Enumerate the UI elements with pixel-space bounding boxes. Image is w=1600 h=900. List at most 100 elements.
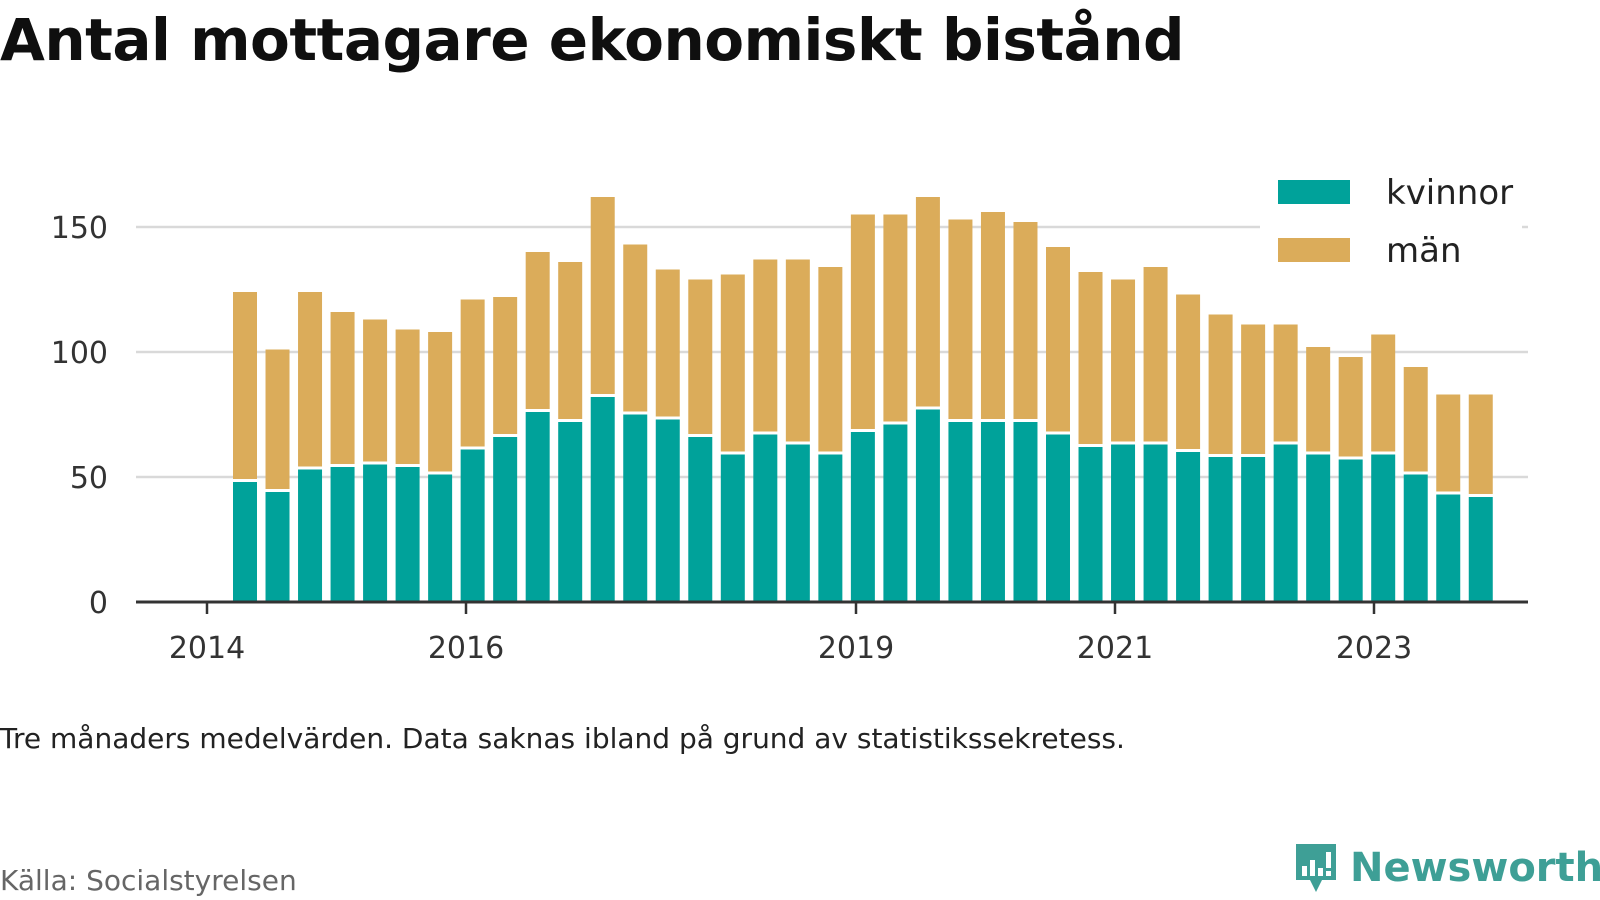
bar-kvinnor [948,422,973,602]
brand-logo: Newsworthy [1292,840,1600,896]
x-tick-label: 2016 [428,631,504,666]
bar-man [1013,222,1038,419]
bar-kvinnor [688,437,713,602]
bar-kvinnor [265,492,290,602]
legend-swatch [1278,180,1350,204]
legend: kvinnor män [1260,170,1522,271]
bar-man [1208,314,1233,454]
bar-man [883,214,908,422]
bar-man [590,197,615,394]
bar-man [493,297,518,434]
bar-kvinnor [1436,494,1461,602]
bar-man [655,269,680,417]
y-tick-label: 150 [51,211,108,246]
bar-kvinnor [980,422,1005,602]
bar-man [915,197,940,407]
bar-kvinnor [428,474,453,602]
bar-kvinnor [330,467,355,602]
bar-man [850,214,875,429]
legend-swatch [1278,238,1350,262]
y-tick-label: 0 [89,586,108,621]
bar-man [1273,324,1298,442]
bar-kvinnor [363,464,388,602]
chart-speech-bubble-icon [1296,844,1336,892]
bar-man [688,279,713,434]
bar-kvinnor [233,482,257,602]
bar-kvinnor [395,467,420,602]
chart-title: Antal mottagare ekonomiskt bistånd [0,6,1185,74]
bar-kvinnor [1078,447,1103,602]
bar-man [1306,347,1331,452]
x-tick-label: 2019 [818,631,894,666]
y-tick-label: 100 [51,336,108,371]
bar-man [1338,357,1363,457]
bar-kvinnor [1306,454,1331,602]
bar-kvinnor [915,409,940,602]
bar-kvinnor [1371,454,1396,602]
bar-kvinnor [753,434,778,602]
bar-man [395,329,420,464]
bar-man [1111,279,1136,442]
bar-man [428,332,453,472]
bar-man [558,262,583,419]
bar-man [753,259,778,432]
brand-name: Newsworthy [1350,845,1600,891]
bar-kvinnor [818,454,843,602]
bar-man [363,319,388,462]
bar-kvinnor [1273,444,1298,602]
bar-kvinnor [883,424,908,602]
bar-kvinnor [1468,497,1493,602]
bar-man [460,299,485,447]
axes: 2014 2016 2019 2021 2023 [136,600,1528,666]
bar-kvinnor [655,419,680,602]
bar-kvinnor [850,432,875,602]
bar-man [948,219,973,419]
bar-man [1403,367,1428,472]
bar-man [980,212,1005,419]
source-credit: Källa: Socialstyrelsen [0,864,297,897]
bar-man [623,244,648,412]
bar-kvinnor [525,412,550,602]
bars [233,197,1493,602]
bar-kvinnor [1338,459,1363,602]
x-tick-label: 2021 [1077,631,1153,666]
bar-man [525,252,550,409]
bar-man [818,267,843,452]
bar-kvinnor [623,414,648,602]
bar-man [720,274,745,452]
bar-kvinnor [785,444,810,602]
bar-man [1176,294,1201,449]
bar-kvinnor [590,397,615,602]
x-tick-label: 2014 [169,631,245,666]
chart-note: Tre månaders medelvärden. Data saknas ib… [0,722,1125,755]
bar-kvinnor [1111,444,1136,602]
bar-man [298,292,323,467]
legend-label: kvinnor [1386,173,1513,213]
bar-man [330,312,355,464]
bar-kvinnor [1403,474,1428,602]
bar-kvinnor [1208,457,1233,602]
bar-man [1241,324,1266,454]
bar-kvinnor [493,437,518,602]
bar-kvinnor [460,449,485,602]
bar-kvinnor [720,454,745,602]
bar-kvinnor [558,422,583,602]
bar-kvinnor [1176,452,1201,602]
bar-man [1143,267,1168,442]
bar-man [785,259,810,442]
bar-kvinnor [1046,434,1070,602]
y-tick-label: 50 [70,461,108,496]
bar-man [1468,394,1493,494]
x-tick-label: 2023 [1336,631,1412,666]
bar-man [233,292,257,479]
bar-man [1078,272,1103,444]
bar-kvinnor [298,469,323,602]
bar-kvinnor [1241,457,1266,602]
legend-label: män [1386,231,1462,271]
bar-man [1046,247,1070,432]
bar-kvinnor [1013,422,1038,602]
bar-man [1371,334,1396,452]
bar-man [265,349,290,489]
bar-kvinnor [1143,444,1168,602]
